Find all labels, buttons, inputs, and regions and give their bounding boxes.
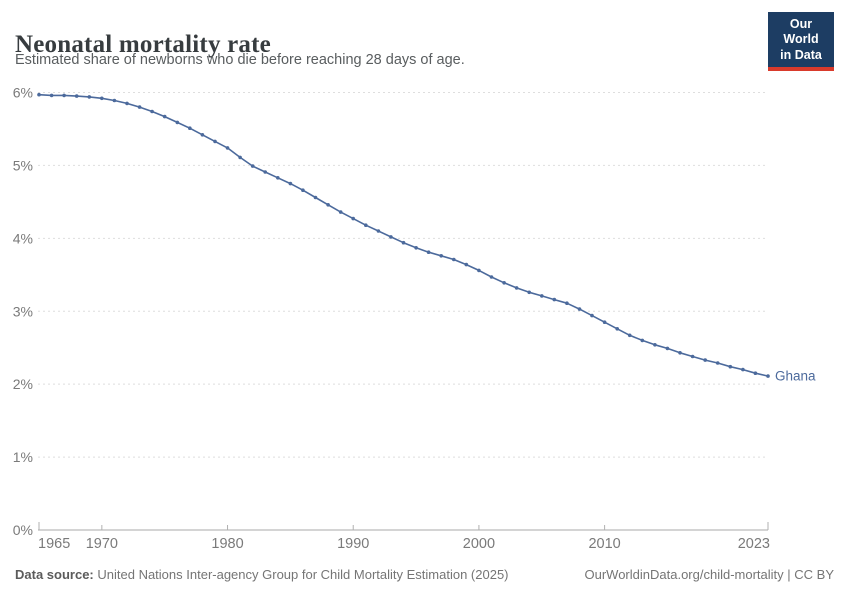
- data-point: [288, 181, 293, 186]
- data-source: Data source: United Nations Inter-agency…: [15, 567, 509, 582]
- data-point: [37, 92, 41, 97]
- data-point: [703, 358, 707, 362]
- data-point: [690, 354, 695, 359]
- data-point: [112, 98, 117, 103]
- data-point: [452, 257, 456, 262]
- y-axis-label: 4%: [13, 230, 33, 246]
- data-point: [276, 176, 280, 180]
- data-point: [741, 367, 745, 372]
- data-point: [137, 105, 142, 109]
- data-point: [250, 164, 255, 168]
- data-point: [301, 188, 305, 192]
- data-point: [565, 301, 569, 306]
- page-title: Neonatal mortality rate: [15, 30, 271, 58]
- x-axis-label: 1965: [38, 536, 70, 552]
- data-point: [125, 101, 129, 106]
- data-point: [477, 268, 481, 273]
- data-point: [640, 338, 645, 343]
- series-end-label: Ghana: [775, 369, 816, 384]
- data-point: [100, 96, 104, 101]
- x-axis-label: 2023: [738, 536, 770, 552]
- data-point: [338, 210, 343, 214]
- y-axis-label: 3%: [13, 303, 33, 319]
- data-point: [766, 374, 770, 378]
- data-point: [389, 235, 393, 239]
- data-point: [238, 155, 242, 160]
- credit-link[interactable]: OurWorldinData.org/child-mortality | CC …: [584, 567, 835, 582]
- y-axis-label: 1%: [13, 449, 33, 465]
- data-point: [602, 320, 607, 325]
- data-point: [653, 343, 657, 347]
- data-point: [590, 313, 594, 318]
- data-point: [364, 223, 368, 227]
- data-point: [577, 307, 582, 311]
- y-axis-label: 6%: [13, 85, 33, 101]
- data-point: [401, 240, 406, 245]
- data-point: [678, 351, 682, 355]
- x-axis-label: 1990: [337, 536, 369, 552]
- data-point: [514, 286, 519, 290]
- data-point: [351, 216, 356, 221]
- y-axis-label: 0%: [13, 522, 33, 538]
- data-point: [326, 203, 330, 207]
- data-point: [162, 114, 167, 119]
- data-point: [489, 275, 494, 279]
- owid-logo-text-line1: Our World: [783, 17, 819, 47]
- data-point: [715, 361, 720, 365]
- data-point: [150, 109, 154, 114]
- data-point: [414, 246, 418, 250]
- data-point: [313, 195, 318, 200]
- data-source-label: Data source:: [15, 567, 94, 582]
- data-point: [87, 95, 92, 99]
- owid-logo-text-line2: in Data: [780, 47, 822, 62]
- data-point: [263, 170, 268, 174]
- data-point: [552, 297, 557, 302]
- data-point: [665, 346, 670, 351]
- trend-line: [38, 93, 769, 377]
- data-point: [627, 333, 632, 338]
- data-point: [200, 133, 205, 137]
- data-point: [213, 139, 217, 144]
- data-point: [376, 229, 381, 233]
- data-point: [74, 94, 79, 98]
- y-axis-label: 2%: [13, 376, 33, 392]
- data-point: [49, 93, 54, 98]
- x-axis-label: 1980: [211, 536, 243, 552]
- data-point: [540, 294, 544, 298]
- x-axis-label: 2010: [588, 536, 620, 552]
- data-point: [175, 120, 180, 125]
- data-point: [728, 364, 733, 369]
- data-point: [615, 327, 619, 331]
- data-point: [62, 93, 66, 98]
- data-point: [753, 371, 758, 376]
- data-point: [439, 254, 444, 258]
- data-point: [527, 290, 531, 295]
- y-axis-label: 5%: [13, 157, 33, 173]
- data-point: [225, 146, 230, 150]
- owid-logo: Our World in Data: [768, 12, 834, 71]
- x-axis-label: 1970: [86, 536, 118, 552]
- data-point: [464, 262, 469, 267]
- x-axis-label: 2000: [463, 536, 495, 552]
- chart-footer: Data source: United Nations Inter-agency…: [15, 567, 834, 582]
- data-point: [188, 126, 192, 130]
- chart-subtitle: Estimated share of newborns who die befo…: [15, 52, 465, 68]
- data-source-text: United Nations Inter-agency Group for Ch…: [97, 567, 509, 582]
- data-point: [502, 281, 506, 285]
- data-point: [426, 250, 431, 254]
